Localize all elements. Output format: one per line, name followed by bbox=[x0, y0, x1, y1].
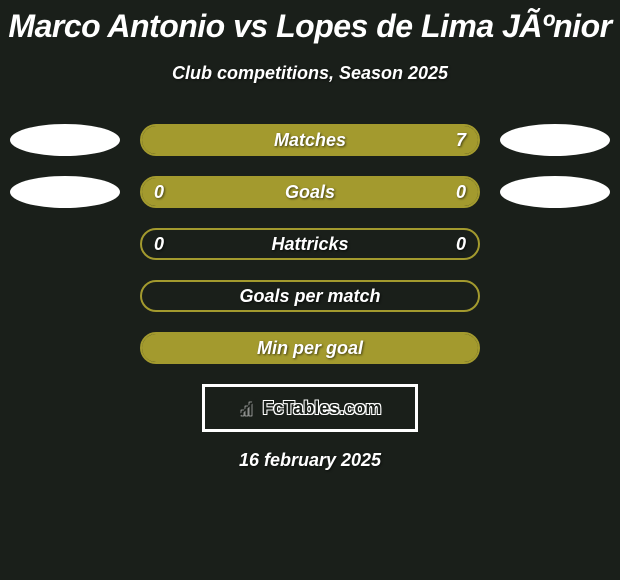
stat-label: Goals bbox=[285, 182, 335, 203]
stat-row: 0 Hattricks 0 bbox=[0, 228, 620, 260]
chart-icon bbox=[239, 398, 259, 418]
stat-label: Min per goal bbox=[257, 338, 363, 359]
stat-value-right: 0 bbox=[456, 234, 466, 255]
stat-label: Goals per match bbox=[239, 286, 380, 307]
date-text: 16 february 2025 bbox=[0, 450, 620, 471]
stat-value-left: 0 bbox=[154, 234, 164, 255]
stat-row: Min per goal bbox=[0, 332, 620, 364]
stat-bar: Matches 7 bbox=[140, 124, 480, 156]
watermark-content: FcTables.com bbox=[239, 398, 382, 419]
stat-row: 0 Goals 0 bbox=[0, 176, 620, 208]
stat-value-right: 0 bbox=[456, 182, 466, 203]
player-badge-right bbox=[500, 124, 610, 156]
stat-row: Goals per match bbox=[0, 280, 620, 312]
stat-label: Hattricks bbox=[271, 234, 348, 255]
stat-label: Matches bbox=[274, 130, 346, 151]
placeholder bbox=[500, 280, 610, 312]
watermark-text: FcTables.com bbox=[263, 398, 382, 419]
stat-value-left: 0 bbox=[154, 182, 164, 203]
page-title: Marco Antonio vs Lopes de Lima JÃºnior bbox=[0, 8, 620, 45]
player-badge-left bbox=[10, 124, 120, 156]
main-container: Marco Antonio vs Lopes de Lima JÃºnior C… bbox=[0, 0, 620, 471]
placeholder bbox=[500, 332, 610, 364]
placeholder bbox=[10, 228, 120, 260]
placeholder bbox=[10, 332, 120, 364]
stats-container: Matches 7 0 Goals 0 0 Hattricks 0 Goals per matc… bbox=[0, 124, 620, 364]
watermark-box: FcTables.com bbox=[202, 384, 418, 432]
stat-row: Matches 7 bbox=[0, 124, 620, 156]
stat-value-right: 7 bbox=[456, 130, 466, 151]
placeholder bbox=[500, 228, 610, 260]
stat-bar: 0 Hattricks 0 bbox=[140, 228, 480, 260]
subtitle: Club competitions, Season 2025 bbox=[0, 63, 620, 84]
player-badge-left bbox=[10, 176, 120, 208]
stat-bar: 0 Goals 0 bbox=[140, 176, 480, 208]
stat-bar: Goals per match bbox=[140, 280, 480, 312]
stat-bar: Min per goal bbox=[140, 332, 480, 364]
player-badge-right bbox=[500, 176, 610, 208]
placeholder bbox=[10, 280, 120, 312]
